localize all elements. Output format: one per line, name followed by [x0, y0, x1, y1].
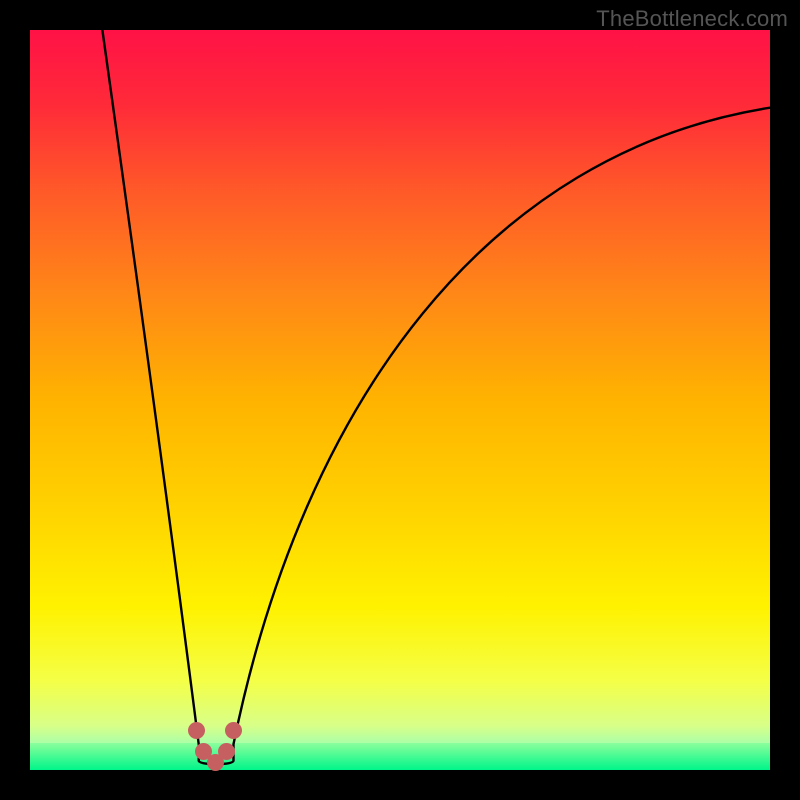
- chart-area: [30, 30, 770, 770]
- watermark-text: TheBottleneck.com: [596, 6, 788, 32]
- outer-frame: TheBottleneck.com: [0, 0, 800, 800]
- bottleneck-curve-path: [100, 15, 770, 764]
- bottleneck-curve: [30, 30, 770, 770]
